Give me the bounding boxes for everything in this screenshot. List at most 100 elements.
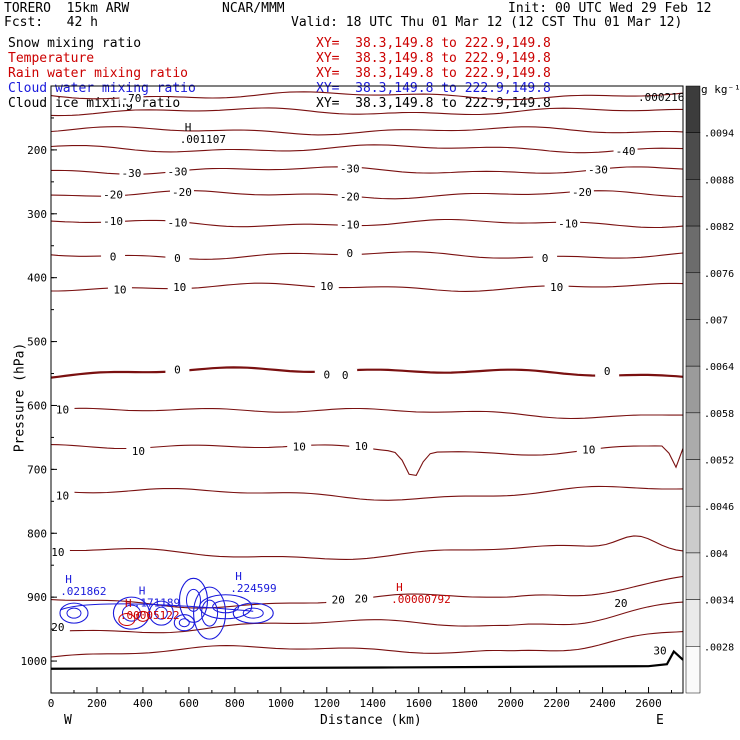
contour-label-bg (314, 279, 339, 292)
contour-label: -30 (121, 167, 141, 180)
y-axis-title: Pressure (hPa) (12, 342, 28, 453)
extremum-h-marker: H (396, 581, 403, 594)
contour-label-bg (595, 364, 620, 377)
cloud-water-contour (201, 599, 219, 627)
temperature-contour-10 (50, 535, 684, 560)
extremum-value: .00000792 (391, 593, 451, 606)
contour-label: 30 (653, 645, 666, 658)
contour-label: 10 (355, 440, 368, 453)
init-time: Init: 00 UTC Wed 29 Feb 12 (508, 1, 712, 16)
contour-label: -10 (340, 219, 360, 232)
contour-label-bg (585, 163, 610, 176)
cloud-water-contour (242, 607, 264, 619)
colorbar-segment (685, 646, 701, 694)
colorbar-segment (685, 459, 701, 507)
contour-label-bg (45, 545, 70, 558)
model-title: TORERO 15km ARW (4, 1, 130, 16)
contour-label-bg (101, 188, 126, 201)
extremum-h-marker: H (139, 584, 146, 597)
x-tick-label: 800 (225, 697, 245, 710)
contour-label-bg (165, 363, 190, 376)
colorbar-segment (685, 132, 701, 180)
contour-label-bg (569, 186, 594, 199)
contour-label-bg (101, 250, 126, 263)
y-tick-label: 300 (27, 208, 47, 221)
contour-label-bg (45, 621, 70, 634)
contour-label-bg (544, 281, 569, 294)
colorbar-tick-label: .0082 (704, 222, 734, 233)
colorbar-segment (685, 365, 701, 414)
field-rain-xy: XY= 38.3,149.8 to 222.9,149.8 (316, 66, 551, 81)
x-tick-label: 2200 (543, 697, 570, 710)
contour-label: 20 (355, 593, 368, 606)
x-axis-east-label: E (656, 713, 664, 728)
extremum-value: .224599 (230, 582, 276, 595)
contour-label: -10 (167, 217, 187, 230)
contour-label: 0 (346, 247, 353, 260)
contour-label-bg (613, 144, 638, 157)
contour-label: -30 (167, 166, 187, 179)
contour-label: -20 (103, 188, 123, 201)
colorbar-tick-label: .007 (704, 315, 728, 326)
contour-label: 20 (332, 594, 345, 607)
extremum-h-marker: H (185, 121, 192, 134)
contour-label-bg (50, 489, 75, 502)
contour-label: -20 (340, 191, 360, 204)
cloud-water-contour (178, 618, 190, 628)
contour-label: 10 (582, 444, 595, 457)
temperature-contour-20 (50, 601, 684, 634)
contour-label: -20 (572, 186, 592, 199)
extremum-h-marker: H (65, 573, 72, 586)
contour-label-bg (126, 444, 151, 457)
x-axis-title: Distance (km) (320, 713, 422, 728)
cloud-water-contour (121, 604, 141, 622)
temperature-contour--10 (50, 218, 684, 229)
contour-label: 0 (342, 369, 349, 382)
colorbar-segment (685, 85, 701, 133)
temperature-contours: -70 -40 -30 -30 -30 -30 -20 -20 -20 -20 -10 -10 -10 -… (45, 91, 684, 658)
contour-label-bg (287, 440, 312, 453)
contour-label-bg (314, 368, 339, 381)
x-tick-label: 0 (48, 697, 55, 710)
contour-label-bg (556, 217, 581, 230)
extremum-value: .00005122 (120, 609, 180, 622)
contour-label-bg (337, 218, 362, 231)
contour-label: -70 (121, 92, 141, 105)
temperature-contour-0 (50, 366, 684, 379)
contour-label-bg (119, 92, 144, 105)
temperature-contour-10 (50, 407, 683, 420)
temperature-contour--30 (51, 166, 684, 175)
field-rain-name: Rain water mixing ratio (8, 66, 189, 81)
contour-label: -30 (588, 164, 608, 177)
colorbar-segment (685, 225, 701, 274)
colorbar-tick-label: .0046 (704, 502, 734, 513)
contour-label: 0 (323, 368, 330, 381)
rain-water-contour (118, 613, 136, 627)
rain-water-contours (118, 610, 150, 627)
contour-label-bg (107, 283, 132, 296)
colorbar-tick-label: .004 (704, 549, 728, 560)
contour-label: 20 (614, 597, 627, 610)
colorbar-tick-label: .0034 (704, 596, 734, 607)
contour-label-bg (169, 186, 194, 199)
x-axis-west-label: W (64, 713, 72, 728)
colorbar-segment (685, 599, 701, 647)
field-snow-xy: XY= 38.3,149.8 to 222.9,149.8 (316, 36, 551, 51)
colorbar-segment (685, 272, 701, 320)
field-snow-name: Snow mixing ratio (8, 36, 142, 51)
contour-label-bg (326, 593, 351, 606)
x-tick-label: 1400 (359, 697, 386, 710)
contour-label: 10 (56, 403, 69, 416)
y-tick-label: 500 (27, 336, 47, 349)
x-tick-label: 400 (133, 697, 153, 710)
y-tick-label: 400 (27, 272, 47, 285)
field-cloudwater-xy: XY= 38.3,149.8 to 222.9,149.8 (316, 81, 551, 96)
forecast-hour: Fcst: 42 h (4, 15, 98, 30)
cloud-water-contour (148, 600, 174, 626)
contour-label-bg (349, 592, 374, 605)
contour-label-bg (337, 190, 362, 203)
x-tick-label: 600 (179, 697, 199, 710)
terrain-line (50, 649, 684, 670)
plot-frame (50, 85, 684, 694)
